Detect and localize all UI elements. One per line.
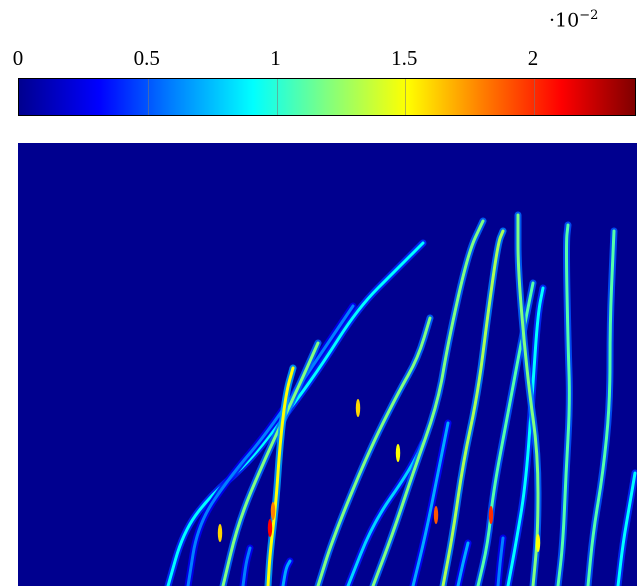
damage-field-heatmap — [18, 143, 637, 586]
crack-band — [496, 536, 505, 586]
damage-hotspot — [535, 534, 541, 552]
crack-band — [166, 241, 425, 586]
damage-hotspot — [395, 444, 401, 462]
crack-band — [616, 471, 637, 586]
colorbar-tick-mark — [534, 79, 535, 115]
crack-band — [186, 304, 355, 586]
damage-hotspot — [270, 502, 276, 520]
colorbar-tick-label: 0.5 — [133, 46, 160, 70]
damage-hotspot — [433, 506, 439, 524]
crack-halo — [314, 314, 434, 586]
colorbar-tick-label: 0 — [12, 46, 24, 70]
colorbar-exponent-base: ·10 — [549, 9, 580, 32]
crack-band — [506, 286, 545, 586]
crack-band — [456, 541, 470, 586]
crack-band — [516, 213, 540, 586]
colorbar-tick-label: 2 — [527, 46, 539, 70]
colorbar-tick-mark — [147, 79, 149, 115]
colorbar-exponent-power: −2 — [579, 8, 599, 23]
crack-band — [411, 421, 450, 586]
colorbar-tick-mark — [276, 79, 278, 115]
crack-band — [476, 281, 535, 586]
crack-band — [281, 559, 292, 586]
crack-band — [316, 316, 432, 586]
colorbar-tick-label: 1 — [270, 46, 281, 70]
colorbar — [18, 78, 636, 116]
crack-band — [371, 219, 485, 586]
damage-field-svg — [164, 211, 637, 586]
colorbar-tick-label: 1.5 — [391, 46, 418, 70]
crack-band — [346, 441, 425, 586]
crack-band — [556, 223, 571, 586]
crack-band — [266, 366, 295, 586]
colorbar-exponent: ·10−2 — [549, 8, 598, 31]
crack-band — [441, 229, 505, 586]
crack-band — [221, 341, 320, 586]
damage-hotspot — [217, 524, 223, 542]
damage-hotspot — [267, 519, 273, 537]
damage-hotspot — [355, 399, 361, 417]
crack-band — [241, 546, 252, 586]
crack-band — [586, 229, 616, 586]
damage-hotspot — [488, 506, 494, 524]
colorbar-tick-mark — [405, 79, 407, 115]
